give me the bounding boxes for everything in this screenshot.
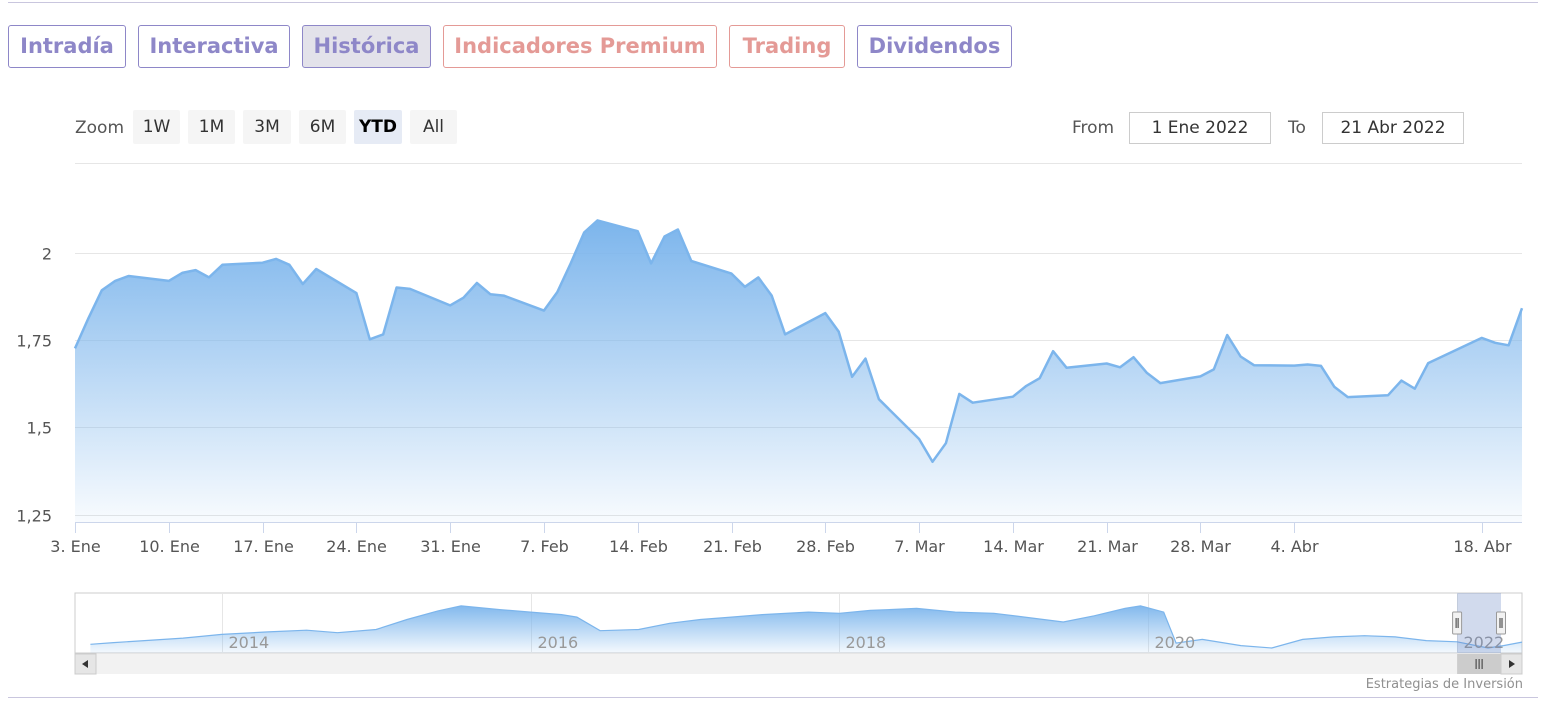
tab-indicadores-premium[interactable]: Indicadores Premium [443, 25, 717, 68]
y-tick-label: 2 [42, 245, 52, 264]
zoom-button-ytd[interactable]: YTD [354, 110, 402, 144]
scrollbar[interactable] [74, 653, 1523, 675]
x-tick-label: 7. Feb [520, 537, 569, 556]
x-tick-label: 10. Ene [139, 537, 200, 556]
navigator-year-label: 2014 [229, 633, 270, 652]
tab-historica[interactable]: Histórica [302, 25, 431, 68]
to-date-input[interactable] [1322, 112, 1464, 144]
scroll-left-button[interactable] [74, 653, 97, 675]
zoom-button-all[interactable]: All [410, 110, 457, 144]
scrollbar-thumb[interactable] [1457, 654, 1501, 674]
tab-intradia[interactable]: Intradía [8, 25, 126, 68]
from-label: From [1072, 118, 1115, 138]
x-tick-label: 21. Mar [1077, 537, 1138, 556]
x-tick-label: 14. Mar [983, 537, 1044, 556]
navigator-right-handle[interactable] [1496, 611, 1506, 635]
navigator-year-label: 2018 [846, 633, 887, 652]
x-tick-label: 21. Feb [703, 537, 762, 556]
price-series-line [73, 219, 1524, 464]
from-date-input[interactable] [1129, 112, 1271, 144]
to-label: To [1288, 118, 1306, 138]
navigator-left-handle[interactable] [1452, 611, 1463, 635]
x-tick-label: 3. Ene [50, 537, 100, 556]
x-tick-label: 18. Abr [1453, 537, 1512, 556]
credits-label: Estrategias de Inversión [1365, 677, 1523, 692]
scroll-right-button[interactable] [1500, 653, 1523, 675]
x-tick-label: 28. Mar [1170, 537, 1231, 556]
navigator-year-labels: 2014 2016 2018 2020 2022 [229, 633, 1505, 652]
price-area-fill [75, 220, 1522, 523]
y-tick-label: 1,25 [16, 507, 52, 526]
zoom-button-3m[interactable]: 3M [243, 110, 291, 144]
x-tick-label: 7. Mar [894, 537, 945, 556]
arrow-right-icon [1509, 660, 1515, 668]
navigator-selection[interactable] [1457, 593, 1501, 653]
arrow-left-icon [82, 660, 88, 668]
navigator-line [90, 605, 1523, 649]
tab-dividendos[interactable]: Dividendos [857, 25, 1012, 68]
y-tick-label: 1,75 [16, 332, 52, 351]
x-tick-label: 28. Feb [796, 537, 855, 556]
x-axis: 3. Ene 10. Ene 17. Ene 24. Ene 31. Ene 7. Feb… [50, 523, 1512, 556]
navigator-area [90, 605, 1522, 653]
y-tick-label: 1,5 [27, 419, 52, 438]
top-divider [8, 2, 1538, 3]
navigator-year-label: 2016 [538, 633, 579, 652]
tab-interactiva[interactable]: Interactiva [138, 25, 290, 68]
zoom-button-1w[interactable]: 1W [133, 110, 180, 144]
navigator-year-label: 2020 [1155, 633, 1196, 652]
x-tick-label: 14. Feb [609, 537, 668, 556]
scrollbar-track[interactable] [75, 654, 1522, 674]
navigator-year-label: 2022 [1464, 633, 1505, 652]
x-tick-label: 31. Ene [420, 537, 481, 556]
x-tick-label: 4. Abr [1270, 537, 1318, 556]
zoom-label: Zoom [75, 118, 125, 138]
navigator: 2014 2016 2018 2020 2022 [74, 592, 1523, 654]
tab-trading[interactable]: Trading [729, 25, 845, 68]
bottom-divider [8, 697, 1538, 698]
y-axis-labels: 1,25 1,5 1,75 2 [16, 245, 52, 526]
zoom-button-6m[interactable]: 6M [299, 110, 346, 144]
x-tick-label: 17. Ene [233, 537, 294, 556]
zoom-button-1m[interactable]: 1M [188, 110, 235, 144]
x-tick-label: 24. Ene [326, 537, 387, 556]
